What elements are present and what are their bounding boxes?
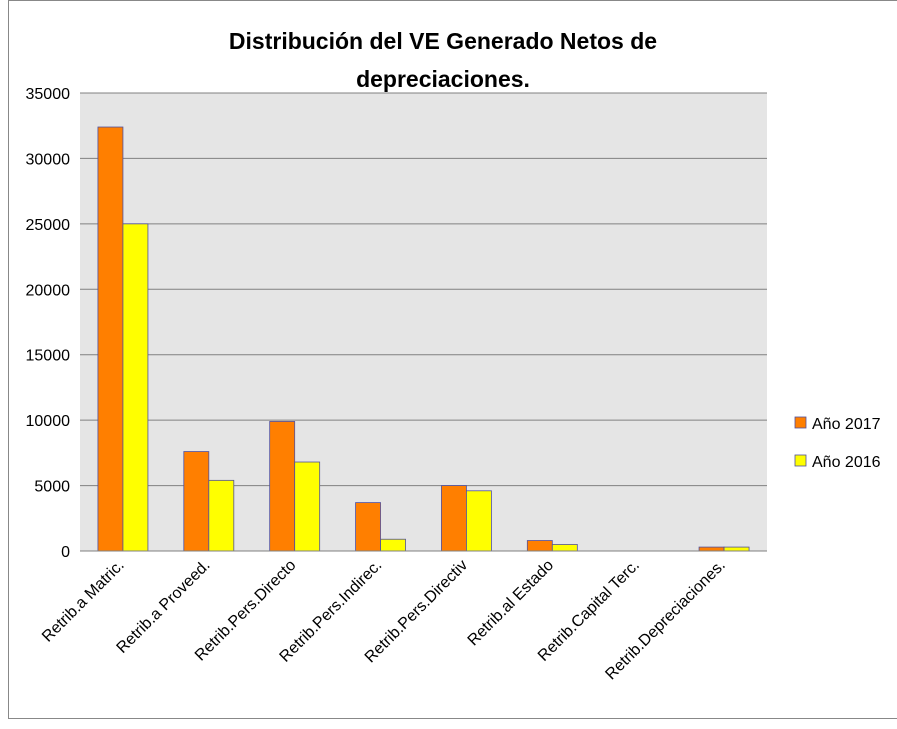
y-tick-label: 15000 — [26, 348, 71, 365]
y-tick-label: 0 — [61, 544, 70, 561]
bar — [183, 451, 210, 552]
y-tick-label: 30000 — [26, 151, 71, 168]
legend-swatch — [794, 416, 807, 429]
y-tick-label: 5000 — [34, 479, 70, 496]
legend-label: Año 2016 — [812, 454, 881, 471]
bar — [380, 538, 406, 552]
bar — [466, 490, 492, 552]
chart-title: Distribución del VE Generado Netos de de… — [228, 28, 658, 92]
y-tick-label: 25000 — [26, 217, 71, 234]
y-tick-label: 20000 — [26, 282, 71, 299]
y-tick-label: 35000 — [26, 86, 71, 103]
legend-label: Año 2017 — [812, 416, 881, 433]
y-tick-label: 10000 — [26, 413, 71, 430]
bar — [97, 126, 124, 552]
bar — [208, 479, 235, 552]
bar — [269, 421, 296, 552]
bar — [441, 485, 467, 552]
bar — [294, 461, 321, 552]
plot-area — [80, 93, 767, 551]
bar — [698, 546, 725, 552]
bar — [355, 502, 381, 552]
bar — [723, 546, 750, 552]
bar — [551, 544, 578, 552]
legend-swatch — [794, 454, 807, 467]
bar — [122, 223, 149, 552]
bar — [526, 540, 553, 552]
